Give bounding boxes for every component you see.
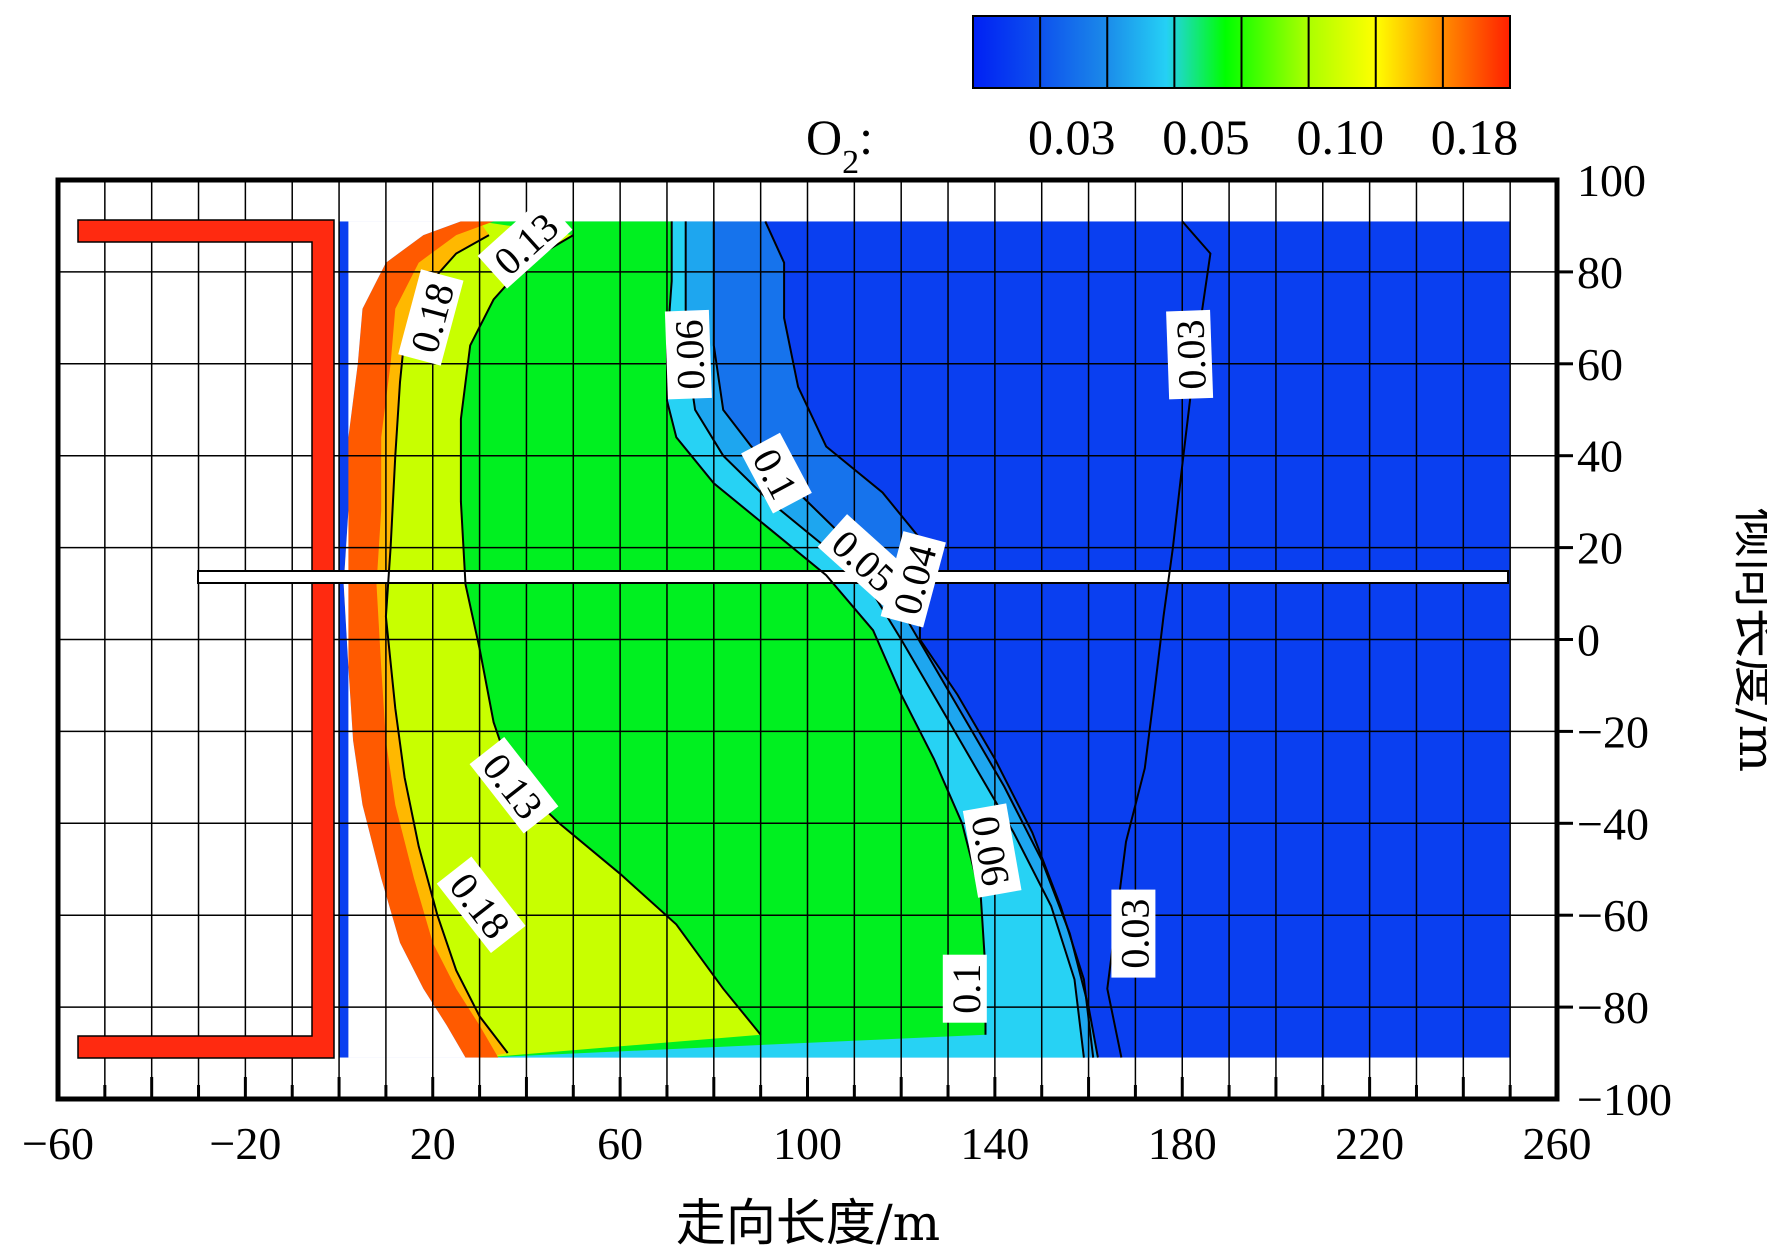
contour-line-0.13 — [459, 234, 762, 1036]
x-axis-title: 走向长度/m — [676, 1194, 940, 1252]
x-tick-label: 140 — [960, 1118, 1029, 1169]
x-tick-label: 60 — [597, 1118, 643, 1169]
grid — [58, 180, 1557, 1099]
y-tick-label: 40 — [1577, 431, 1623, 482]
contour-label-0.03: 0.03 — [1166, 309, 1215, 400]
colorbar-dividers — [1039, 16, 1444, 88]
colorbar: O2: 0.03 0.05 0.10 0.18 — [806, 15, 1518, 181]
x-tick-label: 260 — [1523, 1118, 1592, 1169]
svg-text:0.1: 0.1 — [944, 964, 989, 1014]
contour-label-0.03: 0.03 — [1111, 889, 1157, 978]
y-tick-label: −60 — [1577, 890, 1649, 941]
colorbar-tick-labels: 0.03 0.05 0.10 0.18 — [1028, 109, 1518, 165]
field-band-0.13 — [362, 221, 761, 1058]
x-tick-label: 100 — [773, 1118, 842, 1169]
colorbar-tick-label: 0.03 — [1028, 109, 1116, 165]
y-axis: 100 80 60 40 20 0 −20 −40 −60 −80 −100 — [1557, 155, 1672, 1125]
y-tick-label: −40 — [1577, 798, 1649, 849]
colorbar-tick-label: 0.05 — [1162, 109, 1250, 165]
y-axis-title: 倾向长度/m — [1728, 508, 1767, 772]
svg-text:0.03: 0.03 — [1167, 319, 1214, 391]
y-tick-label: 80 — [1577, 247, 1623, 298]
colorbar-tick-label: 0.10 — [1296, 109, 1384, 165]
contour-label-0.06: 0.06 — [664, 309, 714, 400]
y-tick-label: −100 — [1577, 1074, 1672, 1125]
x-tick-label: −20 — [209, 1118, 281, 1169]
colorbar-label: O2: — [806, 109, 873, 181]
x-axis: −60 −20 20 60 100 140 180 220 260 — [22, 1077, 1592, 1169]
svg-text:0.06: 0.06 — [666, 319, 713, 391]
colorbar-tick-label: 0.18 — [1431, 109, 1519, 165]
y-tick-label: −20 — [1577, 706, 1649, 757]
x-tick-label: 20 — [410, 1118, 456, 1169]
contour-label-0.1: 0.1 — [942, 954, 989, 1023]
field-band-edge — [343, 221, 499, 1058]
y-tick-label: 60 — [1577, 339, 1623, 390]
airway-outline-red — [77, 219, 335, 1059]
y-tick-label: 0 — [1577, 615, 1600, 666]
y-tick-label: −80 — [1577, 982, 1649, 1033]
y-tick-label: 100 — [1577, 155, 1646, 206]
field-empty-zone — [343, 221, 466, 1058]
y-tick-label: 20 — [1577, 523, 1623, 574]
contour-label-0.06: 0.06 — [962, 803, 1022, 898]
x-tick-label: 180 — [1148, 1118, 1217, 1169]
x-tick-label: −60 — [22, 1118, 94, 1169]
contour-label-0.04: 0.04 — [880, 531, 946, 628]
svg-text:0.03: 0.03 — [1112, 899, 1157, 969]
x-tick-label: 220 — [1335, 1118, 1404, 1169]
